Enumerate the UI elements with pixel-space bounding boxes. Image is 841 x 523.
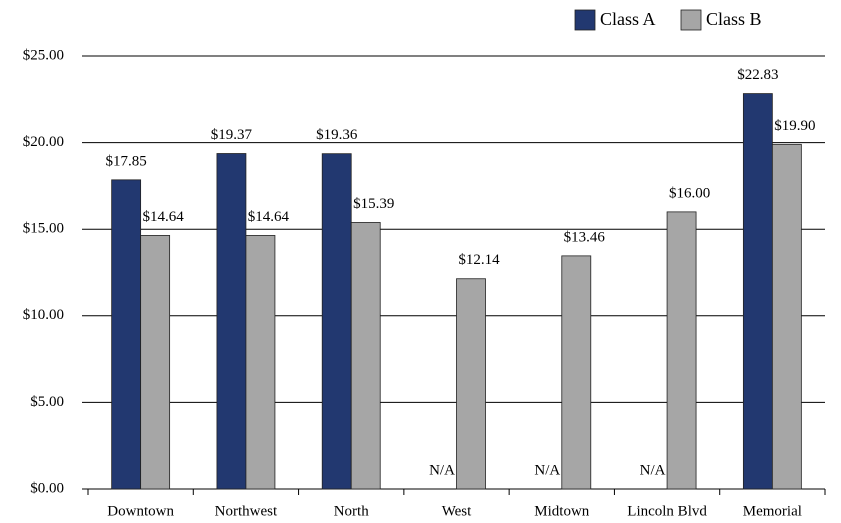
value-label: $15.39 (353, 196, 394, 212)
value-label: $22.83 (737, 67, 778, 83)
legend-swatch (574, 9, 596, 31)
bar (111, 179, 142, 490)
value-label: $14.64 (248, 209, 290, 225)
value-label: $19.36 (316, 127, 358, 143)
y-tick-label: $15.00 (23, 221, 64, 237)
value-label: $19.37 (211, 127, 253, 143)
y-tick-label: $20.00 (23, 134, 64, 150)
bar (216, 153, 247, 490)
value-label: $12.14 (458, 252, 500, 268)
value-label: $13.46 (564, 229, 606, 245)
x-tick-label: Downtown (107, 503, 174, 519)
bar (561, 255, 592, 490)
legend-swatch (680, 9, 702, 31)
legend-label: Class A (600, 9, 656, 29)
x-tick-label: West (442, 503, 472, 519)
y-tick-label: $25.00 (23, 47, 64, 63)
y-tick-label: $5.00 (30, 394, 64, 410)
bar (742, 93, 773, 490)
x-tick-label: North (334, 503, 369, 519)
value-label: $17.85 (106, 153, 147, 169)
value-label: N/A (534, 462, 560, 478)
bar (140, 235, 171, 490)
value-label: $16.00 (669, 185, 710, 201)
legend-label: Class B (706, 9, 762, 29)
value-label: $19.90 (774, 118, 815, 134)
y-tick-label: $0.00 (30, 480, 64, 496)
value-label: $14.64 (143, 209, 185, 225)
x-tick-label: Memorial (743, 503, 802, 519)
bar (245, 235, 276, 490)
value-label: N/A (429, 462, 455, 478)
value-label: N/A (640, 462, 666, 478)
x-tick-label: Northwest (215, 503, 278, 519)
bar (666, 211, 697, 490)
bar (321, 153, 352, 490)
bar (350, 222, 381, 490)
y-tick-label: $10.00 (23, 307, 64, 323)
x-tick-label: Lincoln Blvd (627, 503, 707, 519)
bar (456, 278, 486, 490)
x-tick-label: Midtown (534, 503, 590, 519)
bar (771, 143, 802, 490)
